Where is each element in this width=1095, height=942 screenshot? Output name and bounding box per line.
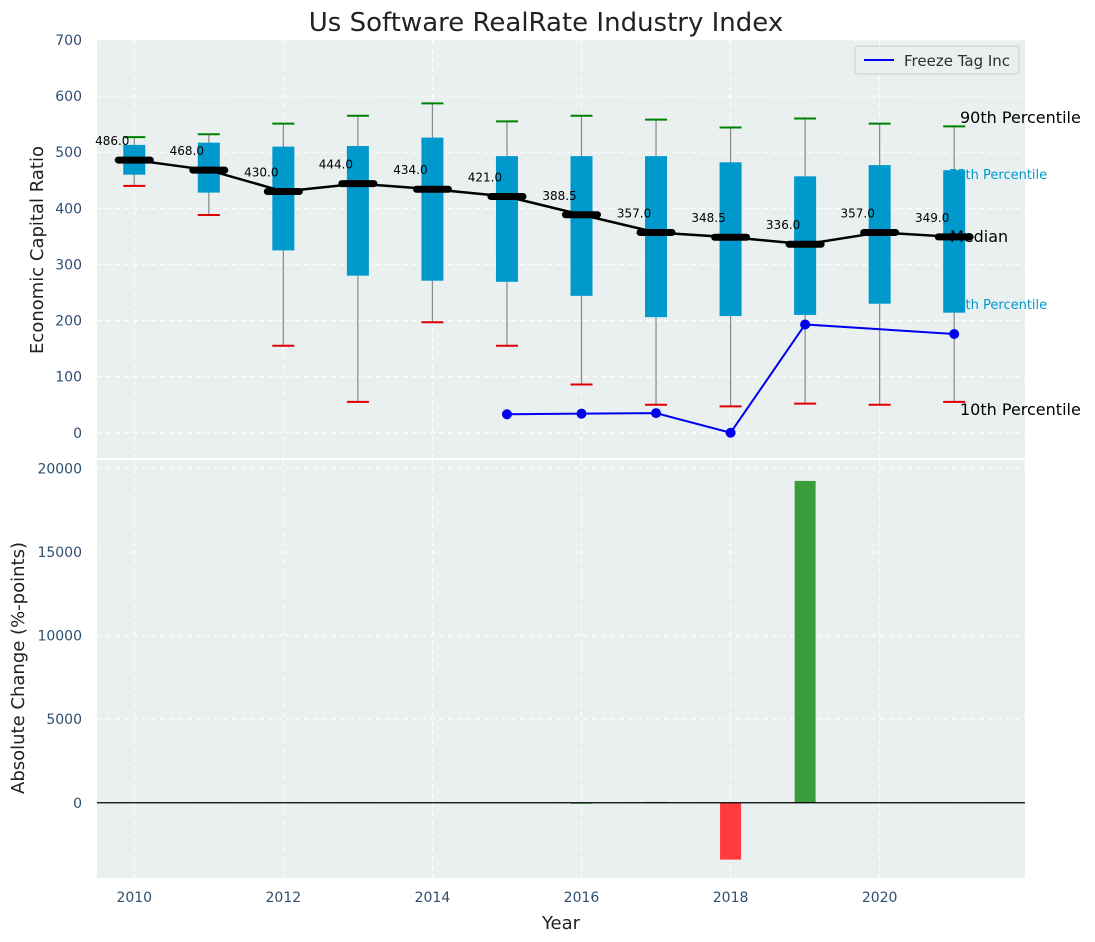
iqr-box xyxy=(570,156,593,296)
company-point xyxy=(651,408,662,419)
p25-label: 25th Percentile xyxy=(949,298,1047,313)
chart-title: Us Software RealRate Industry Index xyxy=(309,8,783,38)
median-value-label: 486.0 xyxy=(95,134,129,148)
top-panel: 0 100 200 300 400 500 600 700 486.0 468.0 430.0 44… xyxy=(27,33,1081,458)
company-point xyxy=(949,329,960,340)
top-y-tick-label: 300 xyxy=(55,257,82,273)
percentile-labels: 90th Percentile 75th Percentile Median 2… xyxy=(949,108,1081,419)
median-value-label: 468.0 xyxy=(170,144,204,158)
median-value-label: 444.0 xyxy=(319,158,353,172)
p90-label: 90th Percentile xyxy=(960,108,1081,127)
median-value-label: 349.0 xyxy=(915,211,949,225)
top-y-tick-label: 500 xyxy=(55,145,82,161)
median-value-label: 430.0 xyxy=(244,165,278,179)
x-tick-label: 2012 xyxy=(266,890,302,906)
iqr-box xyxy=(346,146,369,276)
median-value-label: 357.0 xyxy=(617,206,651,220)
top-y-tick-label: 600 xyxy=(55,89,82,105)
bottom-y-tick-label: 15000 xyxy=(37,545,82,561)
bottom-y-tick-label: 10000 xyxy=(37,629,82,645)
legend-entry: Freeze Tag Inc xyxy=(904,52,1010,70)
bottom-y-tick-label: 5000 xyxy=(46,712,82,728)
top-y-axis-title: Economic Capital Ratio xyxy=(27,146,48,354)
median-value-label: 434.0 xyxy=(393,163,427,177)
top-y-tick-label: 700 xyxy=(55,33,82,49)
top-y-tick-label: 400 xyxy=(55,201,82,217)
median-value-label: 348.5 xyxy=(691,211,725,225)
company-point xyxy=(576,408,587,419)
company-point xyxy=(725,427,736,438)
iqr-box xyxy=(645,156,668,318)
median-value-label: 388.5 xyxy=(542,189,576,203)
box-plot-group: 486.0 468.0 430.0 444.0 434.0 421.0 388.5 357.0… xyxy=(95,102,974,408)
bottom-y-tick-labels: 0 5000 10000 15000 20000 xyxy=(37,461,82,811)
iqr-box xyxy=(421,137,444,281)
change-bar xyxy=(720,802,742,860)
bottom-y-tick-label: 0 xyxy=(73,796,82,812)
p75-label: 75th Percentile xyxy=(949,168,1047,183)
iqr-box xyxy=(495,156,518,282)
change-bars xyxy=(570,480,816,860)
company-series xyxy=(501,319,960,438)
company-line xyxy=(506,323,955,434)
company-point xyxy=(501,409,512,420)
top-y-tick-labels: 0 100 200 300 400 500 600 700 xyxy=(55,33,82,442)
x-tick-labels: 2010 2012 2014 2016 2018 2020 xyxy=(116,890,897,906)
p10-label: 10th Percentile xyxy=(960,400,1081,419)
x-tick-label: 2014 xyxy=(415,890,451,906)
company-point xyxy=(800,319,811,330)
bottom-y-axis-title: Absolute Change (%-points) xyxy=(8,542,29,794)
x-tick-label: 2016 xyxy=(564,890,600,906)
legend: Freeze Tag Inc xyxy=(854,45,1020,75)
legend-box xyxy=(854,45,1020,75)
x-axis-title: Year xyxy=(541,913,581,934)
x-tick-label: 2020 xyxy=(862,890,898,906)
top-y-tick-label: 100 xyxy=(55,370,82,386)
median-value-label: 421.0 xyxy=(468,171,502,185)
top-y-tick-label: 0 xyxy=(73,426,82,442)
top-y-tick-label: 200 xyxy=(55,314,82,330)
median-label: Median xyxy=(950,227,1008,246)
median-value-label: 336.0 xyxy=(766,218,800,232)
x-tick-label: 2010 xyxy=(116,890,152,906)
bottom-y-tick-label: 20000 xyxy=(37,461,82,477)
iqr-box xyxy=(943,170,966,313)
median-value-label: 357.0 xyxy=(840,206,874,220)
iqr-box xyxy=(272,146,295,251)
x-tick-label: 2018 xyxy=(713,890,749,906)
change-bar xyxy=(794,480,816,803)
bottom-panel-background xyxy=(97,460,1025,878)
